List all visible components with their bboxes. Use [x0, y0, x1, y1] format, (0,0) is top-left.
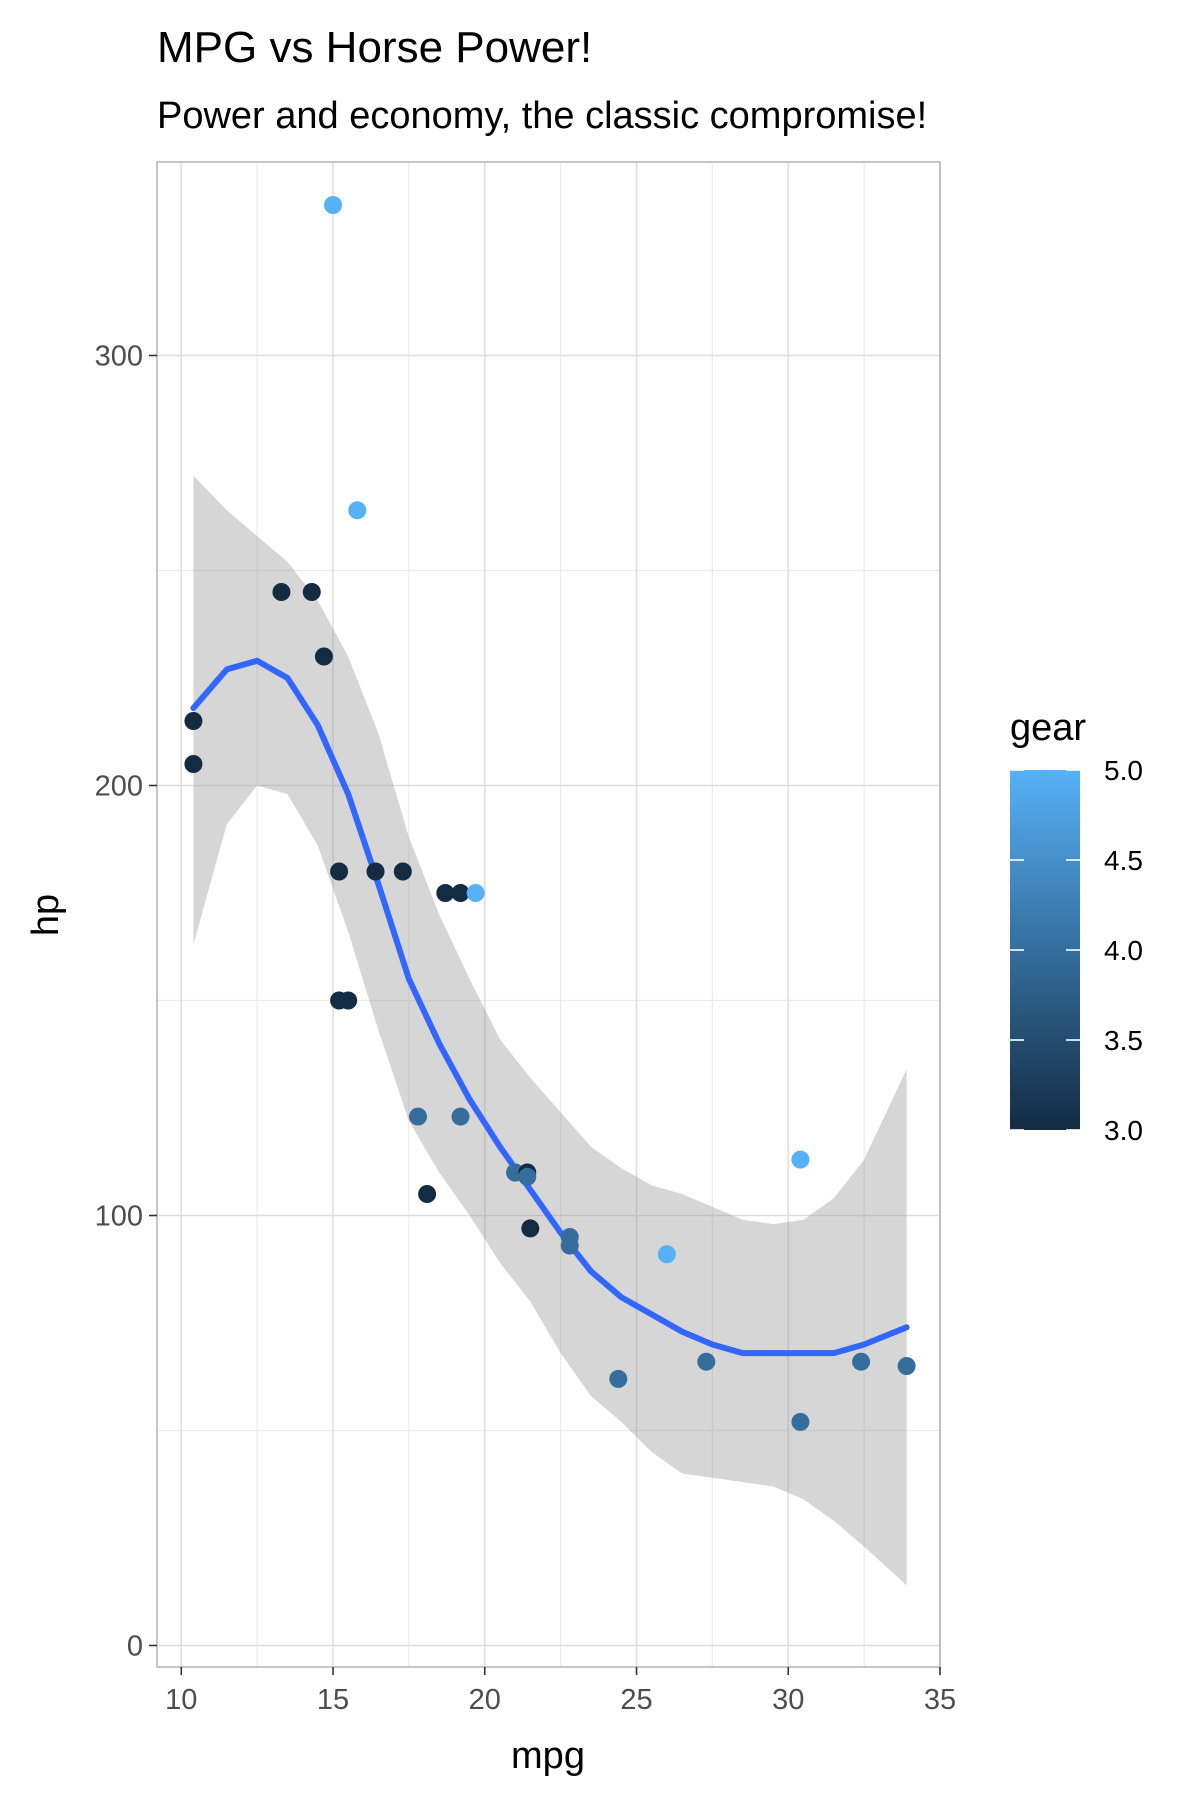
data-point [418, 1185, 437, 1203]
data-point [521, 1219, 540, 1238]
panel-border [156, 161, 941, 1668]
points-layer [184, 196, 916, 1431]
legend-ticks: 3.0 3.5 4.0 4.5 5.0 [1010, 755, 1143, 1146]
smooth-line [190, 657, 910, 1357]
y-axis: 0 100 200 300 [95, 341, 157, 1663]
y-axis-title: hp [25, 894, 67, 936]
data-point [609, 1369, 628, 1388]
data-point [897, 1357, 916, 1375]
x-tick-label: 15 [317, 1684, 349, 1716]
data-point [451, 884, 470, 902]
legend-label: 4.0 [1104, 935, 1143, 966]
data-point [791, 1412, 810, 1431]
x-tick-label: 35 [924, 1684, 956, 1716]
y-tick-label: 0 [127, 1631, 143, 1663]
data-point [409, 1107, 427, 1126]
data-point [184, 755, 203, 773]
legend-title: gear [1010, 707, 1086, 749]
x-tick-label: 20 [469, 1684, 501, 1716]
data-point [302, 583, 321, 601]
y-tick-label: 200 [95, 771, 143, 803]
data-point [518, 1167, 537, 1186]
plot-panel [156, 161, 941, 1668]
data-point [791, 1150, 810, 1169]
x-tick-label: 30 [772, 1684, 804, 1716]
x-axis: 10 15 20 25 30 35 [165, 1667, 956, 1716]
confidence-band [193, 475, 907, 1586]
x-axis-title: mpg [511, 1735, 585, 1777]
x-tick-label: 10 [165, 1684, 197, 1716]
data-point [560, 1228, 579, 1246]
smooth-layer [190, 475, 910, 1586]
y-tick-label: 300 [95, 341, 143, 373]
legend: gear 3.0 3.5 4.0 4.5 5.0 [1010, 707, 1143, 1146]
data-point [324, 196, 343, 214]
legend-label: 5.0 [1104, 755, 1143, 786]
data-point [366, 862, 385, 881]
grid-minor [157, 162, 940, 1667]
legend-label: 3.5 [1104, 1025, 1143, 1056]
chart-subtitle: Power and economy, the classic compromis… [157, 95, 927, 137]
panel-background [157, 162, 940, 1667]
data-point [393, 862, 412, 881]
chart-title: MPG vs Horse Power! [157, 23, 592, 72]
data-point [466, 884, 485, 902]
data-point [436, 884, 455, 902]
data-point [697, 1352, 716, 1371]
data-point [272, 583, 291, 601]
data-point [184, 712, 203, 730]
data-point [852, 1352, 871, 1371]
data-point [451, 1107, 470, 1126]
data-point [348, 501, 367, 520]
legend-label: 3.0 [1104, 1115, 1143, 1146]
data-point [314, 647, 333, 666]
legend-label: 4.5 [1104, 845, 1143, 876]
data-point [330, 991, 349, 1010]
data-point [330, 862, 349, 881]
y-tick-label: 100 [95, 1201, 143, 1233]
data-point [657, 1245, 676, 1264]
x-tick-label: 25 [620, 1684, 652, 1716]
